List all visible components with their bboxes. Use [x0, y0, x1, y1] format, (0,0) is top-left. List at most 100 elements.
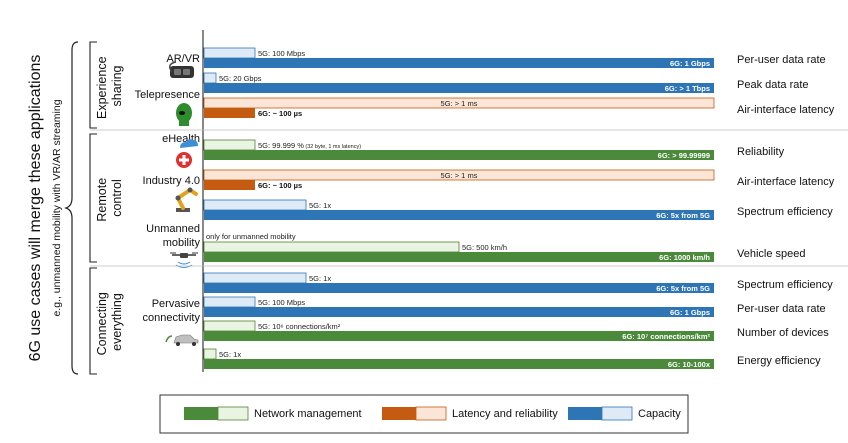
- bar-6g-label: 6G: 5x from 5G: [656, 211, 710, 220]
- bar-5g-label: 5G: 99.999 % (32 byte, 1 ms latency): [258, 141, 361, 150]
- outer-brace: [64, 41, 79, 375]
- legend-label: Latency and reliability: [452, 408, 558, 420]
- legend-swatch-5g: [415, 406, 447, 421]
- app-label-unmanned: Unmanned: [146, 223, 200, 235]
- bar-row: 5G: 10⁶ connections/km² 6G: 10⁷ connectio…: [203, 320, 829, 341]
- group-label-connecting-everything: Connecting everything: [95, 289, 124, 356]
- bar-6g-label: 6G: 1 Gbps: [670, 308, 710, 317]
- metric-label: Spectrum efficiency: [737, 279, 833, 291]
- bar-row: 5G: 1x 6G: 10-100x Energy efficiency: [203, 348, 821, 369]
- bar-5g-label: 5G: 500 km/h: [462, 243, 507, 252]
- bar-5g-label: 5G: > 1 ms: [441, 171, 478, 180]
- bar-5g: [203, 296, 256, 308]
- app-label-pervasive: Pervasive: [152, 298, 200, 310]
- legend-swatch-6g: [382, 407, 416, 420]
- metric-label: Spectrum efficiency: [737, 206, 833, 218]
- legend: Network management Latency and reliabilit…: [159, 394, 689, 434]
- group-label-remote-control: Remote control: [95, 174, 124, 221]
- drone-icon: [170, 252, 198, 268]
- bar-6g-label: 6G: 1 Gbps: [670, 59, 710, 68]
- bar-5g: [203, 199, 307, 211]
- hologram-head-icon: [176, 103, 192, 126]
- bar-6g-label: 6G: ~ 100 µs: [258, 181, 302, 190]
- legend-item: Capacity: [568, 406, 681, 421]
- bar-5g-label: 5G: 1x: [309, 274, 331, 283]
- app-label-mobility: mobility: [163, 237, 201, 249]
- metric-label: Peak data rate: [737, 79, 809, 91]
- group-brackets: [89, 41, 97, 375]
- bar-6g: [204, 252, 714, 262]
- robot-arm-icon: [175, 187, 198, 212]
- bar-6g: [204, 210, 714, 220]
- app-label-industry: Industry 4.0: [143, 175, 200, 187]
- bar-5g-label: 5G: > 1 ms: [441, 99, 478, 108]
- bar-6g: [204, 180, 255, 190]
- bar-5g-label: 5G: 100 Mbps: [258, 49, 305, 58]
- bar-5g: [203, 272, 307, 284]
- bar-6g: [204, 331, 714, 341]
- bar-6g: [204, 83, 714, 93]
- bar-5g-label: 5G: 20 Gbps: [219, 74, 262, 83]
- bar-6g: [204, 58, 714, 68]
- bar-row: 5G: 1x 6G: 5x from 5G Spectrum efficiency: [203, 199, 833, 220]
- bar-5g-note: (32 byte, 1 ms latency): [304, 144, 361, 150]
- legend-label: Network management: [254, 408, 362, 420]
- metric-label: Reliability: [737, 146, 785, 158]
- bar-6g-label: 6G: 1000 km/h: [659, 253, 710, 262]
- bar-5g-label: 5G: 100 Mbps: [258, 298, 305, 307]
- car-icon: [165, 334, 199, 346]
- bar-6g-label: 6G: 5x from 5G: [656, 284, 710, 293]
- bar-row: 5G: 99.999 % (32 byte, 1 ms latency) 6G: …: [203, 139, 785, 160]
- bar-5g-label: 5G: 1x: [219, 350, 241, 359]
- legend-swatch-5g: [601, 406, 633, 421]
- metric-label: Number of devices: [737, 327, 829, 339]
- bar-6g-label: 6G: > 99.99999: [658, 151, 710, 160]
- vr-headset-icon: [169, 61, 194, 78]
- metric-label: Per-user data rate: [737, 54, 826, 66]
- bar-row: 5G: 1x 6G: 5x from 5G Spectrum efficiency: [203, 272, 833, 293]
- bar-6g-label: 6G: 10-100x: [668, 360, 711, 369]
- medical-cross-icon: [176, 139, 198, 168]
- bar-5g: [203, 169, 715, 181]
- bar-5g: [203, 97, 715, 109]
- metric-label: Per-user data rate: [737, 303, 826, 315]
- bar-6g-label: 6G: 10⁷ connections/km²: [622, 332, 710, 341]
- bar-5g: [203, 72, 217, 84]
- bar-6g: [204, 283, 714, 293]
- legend-label: Capacity: [638, 408, 681, 420]
- bar-rows: 5G: 100 Mbps 6G: 1 Gbps Per-user data rate…: [203, 47, 835, 369]
- bar-5g: [203, 348, 217, 360]
- subheadline: e.g., unmanned mobility with VR/AR strea…: [51, 99, 63, 316]
- bar-5g: [203, 320, 256, 332]
- group-label-experience-sharing: Experience sharing: [95, 53, 124, 119]
- bar-6g: [204, 359, 714, 369]
- legend-item: Network management: [184, 406, 362, 421]
- metric-label: Air-interface latency: [737, 176, 835, 188]
- bar-6g-label: 6G: ~ 100 µs: [258, 109, 302, 118]
- bar-6g: [204, 108, 255, 118]
- bar-row: 5G: > 1 ms 6G: ~ 100 µs Air-interface late…: [203, 97, 835, 118]
- metric-label: Vehicle speed: [737, 248, 806, 260]
- headline: 6G use cases will merge these applicatio…: [27, 55, 44, 362]
- bar-5g: [203, 139, 256, 151]
- bar-6g-label: 6G: > 1 Tbps: [665, 84, 710, 93]
- legend-swatch-6g: [568, 407, 602, 420]
- bar-row: 5G: 500 km/h only for unmanned mobility 6G…: [203, 232, 806, 262]
- bar-6g: [204, 307, 714, 317]
- app-label-connectivity: connectivity: [143, 312, 201, 324]
- bar-row: 5G: > 1 ms 6G: ~ 100 µs Air-interface late…: [203, 169, 835, 190]
- bar-5g-label: 5G: 1x: [309, 201, 331, 210]
- bar-row: 5G: 100 Mbps 6G: 1 Gbps Per-user data rate: [203, 296, 826, 317]
- metric-label: Energy efficiency: [737, 355, 821, 367]
- legend-swatch-5g: [217, 406, 249, 421]
- legend-swatch-6g: [184, 407, 218, 420]
- legend-item: Latency and reliability: [382, 406, 558, 421]
- bar-5g-note: only for unmanned mobility: [206, 232, 296, 241]
- bar-row: 5G: 100 Mbps 6G: 1 Gbps Per-user data rate: [203, 47, 826, 68]
- bar-5g: [203, 241, 460, 253]
- bar-5g-label: 5G: 10⁶ connections/km²: [258, 322, 341, 331]
- app-label-telepresence: Telepresence: [135, 89, 200, 101]
- bar-row: 5G: 20 Gbps 6G: > 1 Tbps Peak data rate: [203, 72, 809, 93]
- bar-6g: [204, 150, 714, 160]
